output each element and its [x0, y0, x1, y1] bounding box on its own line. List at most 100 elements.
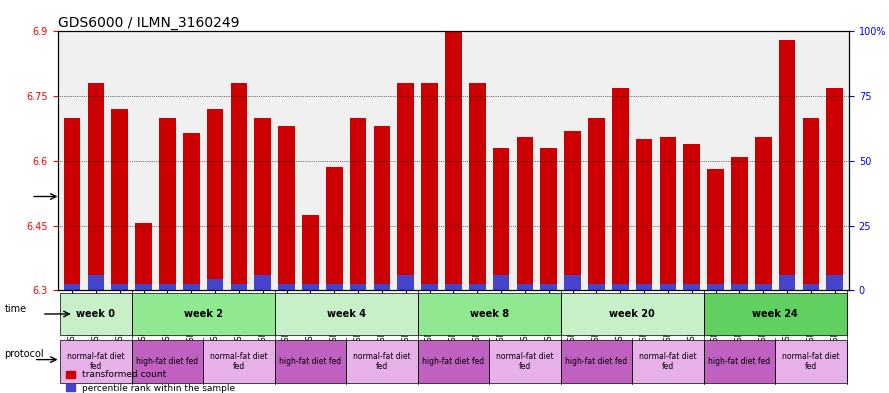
Bar	[135, 284, 152, 290]
Bar	[779, 275, 796, 290]
Bar	[827, 88, 843, 290]
Text: time: time	[4, 303, 27, 314]
Text: high-fat diet fed: high-fat diet fed	[422, 357, 485, 366]
FancyBboxPatch shape	[489, 340, 561, 383]
Bar	[684, 284, 700, 290]
Bar	[731, 156, 748, 290]
Bar	[445, 31, 461, 290]
Bar	[397, 275, 414, 290]
FancyBboxPatch shape	[418, 340, 489, 383]
Bar	[445, 284, 461, 290]
Bar	[64, 118, 80, 290]
Text: week 0: week 0	[76, 309, 116, 319]
Bar	[302, 284, 319, 290]
Text: week 2: week 2	[184, 309, 222, 319]
Bar	[660, 137, 677, 290]
FancyBboxPatch shape	[632, 340, 703, 383]
Bar	[421, 284, 438, 290]
Bar	[779, 40, 796, 290]
Text: normal-fat diet
fed: normal-fat diet fed	[639, 352, 697, 371]
Bar	[565, 130, 581, 290]
Text: week 24: week 24	[752, 309, 798, 319]
Bar	[373, 126, 390, 290]
Legend: transformed count, percentile rank within the sample: transformed count, percentile rank withi…	[62, 367, 239, 393]
FancyBboxPatch shape	[275, 293, 418, 335]
Bar	[349, 284, 366, 290]
Text: normal-fat diet
fed: normal-fat diet fed	[353, 352, 411, 371]
FancyBboxPatch shape	[60, 293, 132, 335]
Bar	[326, 284, 342, 290]
FancyBboxPatch shape	[561, 293, 703, 335]
Bar	[827, 275, 843, 290]
Text: protocol: protocol	[4, 349, 44, 359]
Bar	[731, 284, 748, 290]
Bar	[135, 223, 152, 290]
FancyBboxPatch shape	[703, 340, 775, 383]
Bar	[588, 118, 605, 290]
Text: normal-fat diet
fed: normal-fat diet fed	[210, 352, 268, 371]
Bar	[588, 284, 605, 290]
Bar	[755, 137, 772, 290]
Bar	[493, 275, 509, 290]
Text: high-fat diet fed: high-fat diet fed	[279, 357, 341, 366]
Bar	[64, 284, 80, 290]
Bar	[636, 284, 653, 290]
Text: high-fat diet fed: high-fat diet fed	[136, 357, 198, 366]
Bar	[612, 88, 629, 290]
Bar	[230, 83, 247, 290]
Bar	[254, 118, 271, 290]
Bar	[755, 284, 772, 290]
FancyBboxPatch shape	[418, 293, 561, 335]
Bar	[660, 284, 677, 290]
Bar	[517, 137, 533, 290]
FancyBboxPatch shape	[132, 340, 204, 383]
Text: week 20: week 20	[609, 309, 655, 319]
Text: normal-fat diet
fed: normal-fat diet fed	[67, 352, 124, 371]
Bar	[183, 284, 200, 290]
FancyBboxPatch shape	[346, 340, 418, 383]
Bar	[159, 118, 176, 290]
Bar	[493, 148, 509, 290]
Bar	[159, 284, 176, 290]
Bar	[183, 133, 200, 290]
FancyBboxPatch shape	[132, 293, 275, 335]
Text: week 8: week 8	[469, 309, 509, 319]
FancyBboxPatch shape	[275, 340, 346, 383]
FancyBboxPatch shape	[60, 340, 132, 383]
Text: normal-fat diet
fed: normal-fat diet fed	[496, 352, 554, 371]
Text: GDS6000 / ILMN_3160249: GDS6000 / ILMN_3160249	[58, 17, 239, 30]
FancyBboxPatch shape	[561, 340, 632, 383]
Bar	[302, 215, 319, 290]
Bar	[207, 279, 223, 290]
Bar	[541, 284, 557, 290]
Bar	[111, 109, 128, 290]
Bar	[541, 148, 557, 290]
Bar	[326, 167, 342, 290]
Text: high-fat diet fed: high-fat diet fed	[709, 357, 771, 366]
FancyBboxPatch shape	[204, 340, 275, 383]
Bar	[565, 275, 581, 290]
Bar	[612, 284, 629, 290]
FancyBboxPatch shape	[703, 293, 846, 335]
Bar	[230, 284, 247, 290]
Bar	[349, 118, 366, 290]
Bar	[254, 275, 271, 290]
Bar	[278, 126, 295, 290]
Bar	[469, 284, 485, 290]
Bar	[373, 284, 390, 290]
Bar	[421, 83, 438, 290]
Bar	[207, 109, 223, 290]
Text: normal-fat diet
fed: normal-fat diet fed	[782, 352, 840, 371]
Bar	[517, 284, 533, 290]
Bar	[636, 139, 653, 290]
Text: week 4: week 4	[326, 309, 365, 319]
Bar	[397, 83, 414, 290]
Bar	[111, 284, 128, 290]
Text: high-fat diet fed: high-fat diet fed	[565, 357, 628, 366]
Bar	[803, 284, 819, 290]
FancyBboxPatch shape	[775, 340, 846, 383]
Bar	[684, 143, 700, 290]
Bar	[88, 83, 104, 290]
Bar	[278, 284, 295, 290]
Bar	[707, 284, 724, 290]
